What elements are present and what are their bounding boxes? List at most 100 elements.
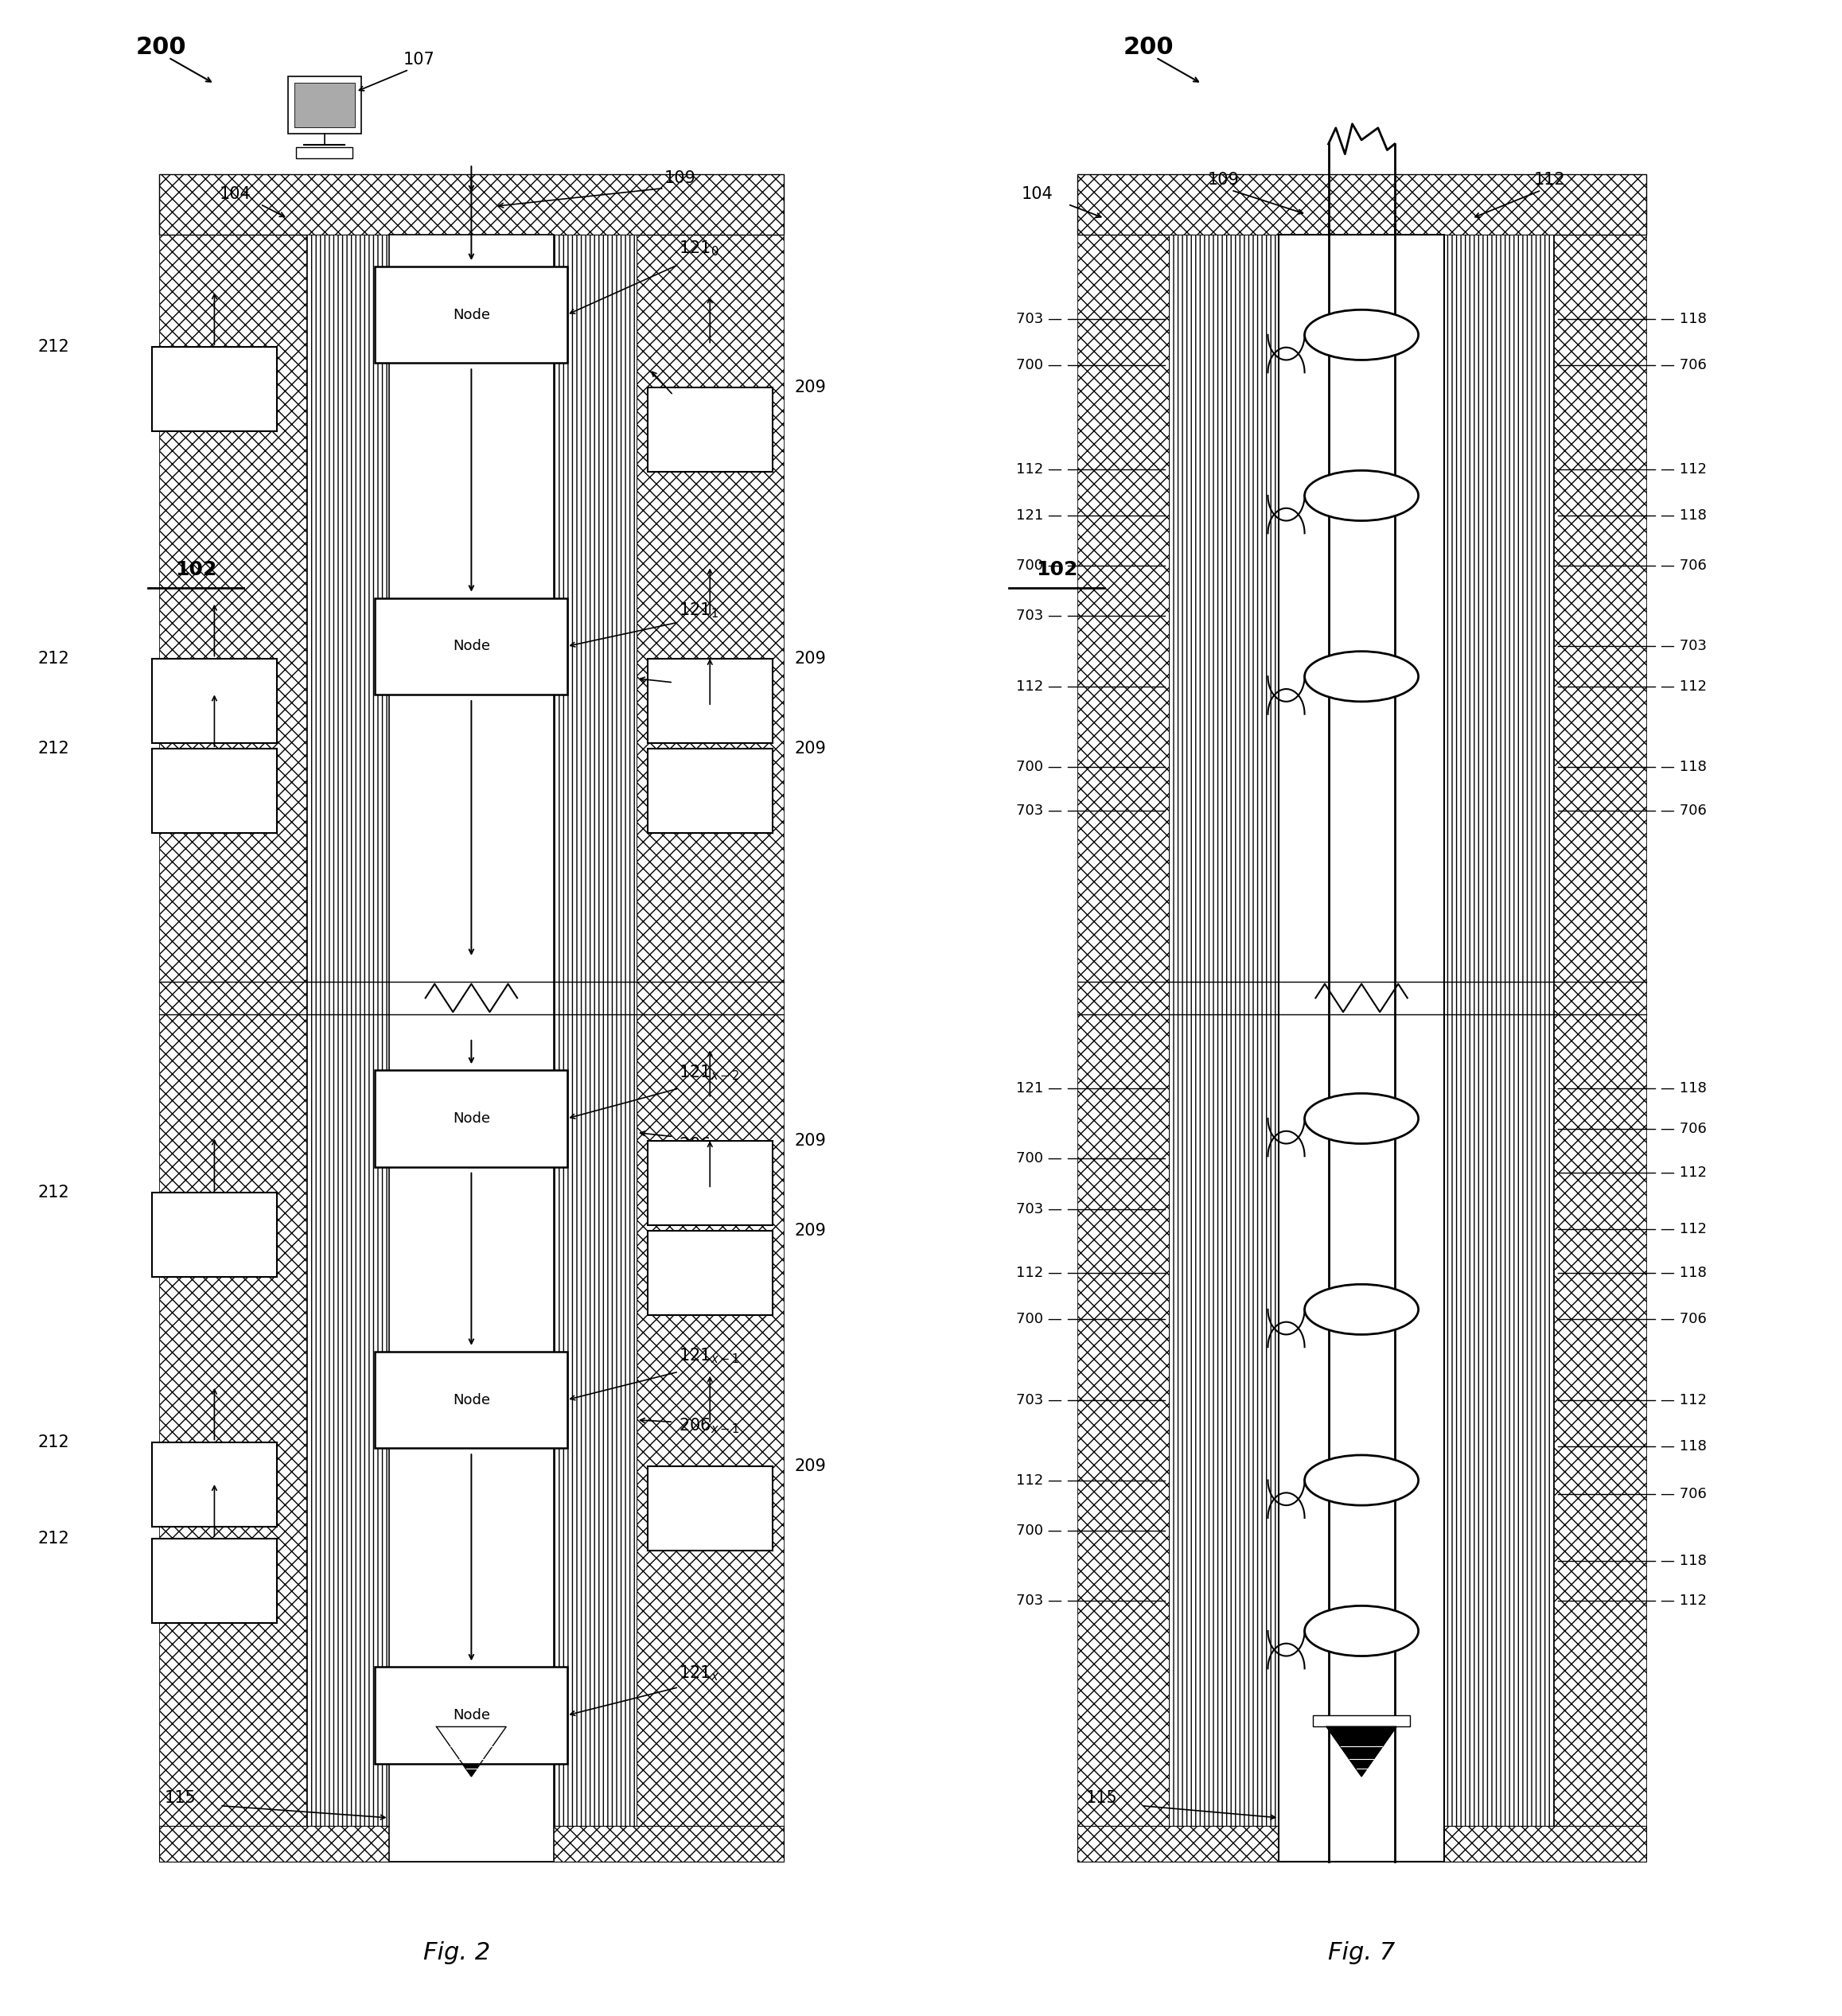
Bar [153, 748, 276, 833]
Text: 121$_0$: 121$_0$ [678, 240, 718, 258]
Text: Node: Node [453, 1111, 490, 1125]
Text: Node: Node [453, 308, 490, 323]
Text: 703 —: 703 — [1017, 1593, 1063, 1609]
Text: — 706: — 706 [1661, 804, 1708, 818]
Bar [648, 748, 772, 833]
Text: 206$_1$: 206$_1$ [678, 679, 718, 698]
Text: 209: 209 [794, 379, 825, 395]
Text: 109: 109 [1207, 171, 1240, 187]
Bar [1313, 1716, 1411, 1728]
Bar [158, 173, 783, 234]
Text: 700 —: 700 — [1017, 1312, 1063, 1327]
Bar [376, 599, 567, 696]
Bar [153, 347, 276, 431]
Bar [153, 1193, 276, 1278]
Bar [287, 77, 361, 133]
Text: — 706: — 706 [1661, 1121, 1708, 1135]
Text: 200: 200 [136, 36, 186, 58]
Bar [648, 1141, 772, 1226]
Text: 700 —: 700 — [1017, 558, 1063, 573]
Text: 115: 115 [164, 1790, 197, 1806]
Bar [1078, 1826, 1647, 1863]
Bar [1078, 173, 1647, 234]
Ellipse shape [1304, 310, 1418, 361]
Ellipse shape [1304, 470, 1418, 520]
Bar [376, 1351, 567, 1447]
Ellipse shape [1304, 1456, 1418, 1506]
Text: 102: 102 [1035, 560, 1078, 579]
Text: 115: 115 [1087, 1790, 1118, 1806]
Text: 703 —: 703 — [1017, 609, 1063, 623]
Text: — 112: — 112 [1661, 1222, 1708, 1236]
Bar [1555, 234, 1647, 1863]
Text: 703 —: 703 — [1017, 804, 1063, 818]
Bar [389, 234, 554, 1863]
Bar [376, 1667, 567, 1764]
Text: 209: 209 [794, 1224, 825, 1240]
Text: — 112: — 112 [1661, 1165, 1708, 1179]
Bar [1078, 234, 1170, 1863]
Text: 700 —: 700 — [1017, 359, 1063, 373]
Text: 209: 209 [794, 1458, 825, 1474]
Text: 121 —: 121 — [1017, 1081, 1063, 1095]
Text: — 112: — 112 [1661, 1593, 1708, 1609]
Text: — 118: — 118 [1661, 1266, 1708, 1280]
Bar [158, 1826, 783, 1863]
Text: 209: 209 [794, 651, 825, 667]
Ellipse shape [1304, 1607, 1418, 1655]
Text: 703 —: 703 — [1017, 1393, 1063, 1407]
Text: — 706: — 706 [1661, 1488, 1708, 1502]
Text: 700 —: 700 — [1017, 1151, 1063, 1165]
Ellipse shape [1304, 1284, 1418, 1335]
Bar [1170, 234, 1278, 1863]
Text: 206$_{x-2}$: 206$_{x-2}$ [678, 1135, 740, 1153]
Text: 112 —: 112 — [1017, 462, 1063, 476]
Text: — 706: — 706 [1661, 1312, 1708, 1327]
Polygon shape [1326, 1728, 1396, 1776]
Bar [158, 234, 306, 1863]
Text: 121$_{x-1}$: 121$_{x-1}$ [678, 1347, 740, 1365]
Text: 212: 212 [37, 339, 70, 355]
Text: — 706: — 706 [1661, 359, 1708, 373]
Text: — 118: — 118 [1661, 1554, 1708, 1568]
Bar [1444, 234, 1555, 1863]
Text: — 706: — 706 [1661, 558, 1708, 573]
Text: Node: Node [453, 1393, 490, 1407]
Bar [306, 234, 389, 1863]
Text: — 118: — 118 [1661, 312, 1708, 327]
Text: 700 —: 700 — [1017, 1524, 1063, 1538]
Bar [153, 659, 276, 742]
Text: 104: 104 [219, 185, 251, 202]
Text: 112 —: 112 — [1017, 1474, 1063, 1488]
Text: — 112: — 112 [1661, 1393, 1708, 1407]
Bar [153, 1441, 276, 1526]
Text: — 118: — 118 [1661, 508, 1708, 522]
Text: 200: 200 [1124, 36, 1173, 58]
Text: 206$_{x-1}$: 206$_{x-1}$ [678, 1417, 740, 1435]
Ellipse shape [1304, 1093, 1418, 1143]
Bar [648, 659, 772, 742]
Bar [376, 1070, 567, 1167]
Text: — 112: — 112 [1661, 679, 1708, 694]
Text: 212: 212 [37, 740, 70, 756]
Text: 121$_1$: 121$_1$ [678, 601, 718, 619]
Text: 112 —: 112 — [1017, 1266, 1063, 1280]
Bar [1278, 234, 1444, 1863]
Text: — 112: — 112 [1661, 462, 1708, 476]
Text: Fig. 7: Fig. 7 [1328, 1941, 1394, 1964]
Text: Node: Node [453, 1708, 490, 1722]
Text: 121$_{x-2}$: 121$_{x-2}$ [678, 1062, 740, 1083]
Text: 107: 107 [403, 52, 435, 67]
Text: Node: Node [453, 639, 490, 653]
Bar [648, 1466, 772, 1550]
Text: 109: 109 [665, 169, 696, 185]
Text: — 703: — 703 [1661, 639, 1708, 653]
Bar [648, 1232, 772, 1314]
Ellipse shape [1304, 651, 1418, 702]
Text: 112 —: 112 — [1017, 679, 1063, 694]
Text: — 118: — 118 [1661, 1081, 1708, 1095]
Text: 212: 212 [37, 1433, 70, 1450]
Text: 104: 104 [1022, 185, 1054, 202]
Text: 212: 212 [37, 1530, 70, 1546]
Text: 700 —: 700 — [1017, 760, 1063, 774]
